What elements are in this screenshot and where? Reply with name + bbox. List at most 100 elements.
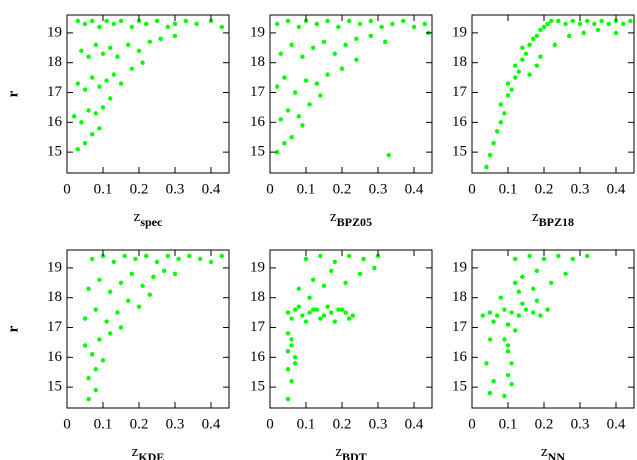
point <box>282 140 287 146</box>
point <box>527 72 532 77</box>
point <box>480 313 485 318</box>
x-axis-label-base: z <box>541 444 548 460</box>
point <box>282 75 287 80</box>
point <box>275 149 280 155</box>
point <box>289 337 294 342</box>
point <box>513 75 518 80</box>
x-tick-label: 0.1 <box>297 416 316 432</box>
point <box>144 21 149 27</box>
frame <box>471 14 635 174</box>
point <box>86 396 91 402</box>
point <box>541 256 547 262</box>
point <box>422 21 427 27</box>
point <box>100 358 106 363</box>
y-tick-label: 16 <box>47 114 63 130</box>
point <box>545 307 550 312</box>
point <box>599 18 604 24</box>
x-tick-label: 0.2 <box>130 416 149 432</box>
point <box>498 120 503 125</box>
point <box>307 295 312 300</box>
point <box>93 307 99 312</box>
point <box>343 280 348 285</box>
point <box>325 304 330 309</box>
point <box>523 307 529 312</box>
point <box>534 268 539 274</box>
point <box>104 18 109 24</box>
point <box>621 21 626 27</box>
point <box>285 349 291 354</box>
point <box>357 271 363 277</box>
points <box>275 18 431 158</box>
x-axis-label-subscript: KDE <box>138 450 164 460</box>
point <box>534 63 539 68</box>
point <box>82 140 88 146</box>
y-axis-label: r <box>5 325 21 332</box>
x-tick-label: 0 <box>468 416 476 432</box>
point <box>72 114 77 119</box>
point <box>144 253 149 259</box>
point <box>513 328 518 333</box>
x-axis-label-subscript: BPZ05 <box>337 215 372 229</box>
point <box>97 337 102 342</box>
point <box>390 21 395 27</box>
point <box>502 307 507 312</box>
point <box>347 316 352 321</box>
point <box>275 84 280 89</box>
panel: 0 0.1 0.2 0.3 0.4 15 16 17 18 19 zBPZ18 <box>452 14 635 229</box>
point <box>538 27 543 33</box>
point <box>332 319 337 324</box>
point <box>498 295 503 300</box>
point <box>97 84 102 89</box>
point <box>307 102 312 107</box>
point <box>354 36 359 42</box>
point <box>321 313 327 318</box>
x-tick-label: 0.1 <box>94 181 113 197</box>
y-tick-label: 17 <box>47 84 63 100</box>
point <box>82 87 88 92</box>
point <box>303 78 309 83</box>
y-tick-label: 18 <box>250 289 265 305</box>
y-tick-label: 15 <box>47 379 62 395</box>
point <box>136 48 142 53</box>
point <box>111 72 117 77</box>
point <box>516 289 521 294</box>
point <box>509 381 514 387</box>
point <box>491 378 496 384</box>
point <box>162 268 167 274</box>
point <box>296 286 301 291</box>
y-tick-label: 15 <box>47 144 62 160</box>
point <box>314 307 319 312</box>
point <box>570 18 575 24</box>
y-tick-label: 16 <box>452 349 468 365</box>
point <box>628 18 633 24</box>
point <box>549 280 554 285</box>
frame <box>269 14 433 174</box>
point <box>498 102 503 107</box>
point <box>100 105 106 110</box>
point <box>520 57 525 62</box>
y-tick-label: 18 <box>250 54 265 70</box>
point <box>90 132 95 137</box>
y-tick-label: 19 <box>47 259 62 275</box>
y-tick-label: 16 <box>250 349 266 365</box>
point <box>278 51 283 56</box>
point <box>133 256 138 262</box>
point <box>285 396 291 402</box>
x-tick-label: 0 <box>468 181 476 197</box>
point <box>502 393 507 399</box>
point <box>339 307 345 312</box>
point <box>140 283 145 288</box>
point <box>172 271 178 277</box>
point <box>509 310 514 315</box>
point <box>318 93 323 98</box>
frame <box>66 14 230 174</box>
point <box>136 304 142 309</box>
point <box>172 33 178 39</box>
point <box>187 253 192 259</box>
point <box>296 114 301 119</box>
x-axis-label-base: z <box>134 209 141 225</box>
point <box>147 292 152 297</box>
point <box>118 325 124 330</box>
point <box>527 253 532 259</box>
x-axis-label-subscript: spec <box>140 215 163 229</box>
